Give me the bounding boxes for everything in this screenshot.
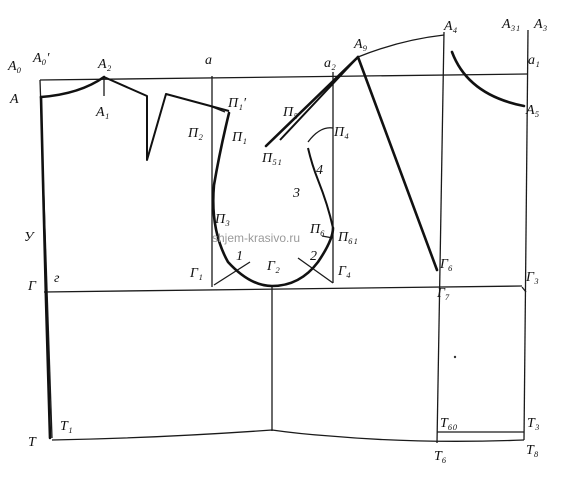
front-dart-line [356,55,439,272]
label-p6: П₆ [309,222,325,237]
front-shoulder [264,55,360,148]
label-p3: П₃ [214,212,230,227]
marker-dot [453,355,457,359]
point-labels: A₀ A₀′ A₂ A A₁ a a₂ A₉ A₄ A₃₁ A₃ a₁ A₅ П… [7,17,548,464]
p3-dot [211,208,215,212]
label-t60: Т₆₀ [440,416,458,431]
p5-arc [307,127,334,143]
label-p61: П₆₁ [337,230,358,245]
label-a3: A₃ [533,17,548,32]
label-g-small: г [54,271,60,286]
shoulder-guide [279,56,359,141]
label-t3: Т₃ [527,416,540,431]
g3-tick [521,286,527,293]
back-neck-curve [39,75,106,99]
label-g4: Г₄ [337,264,351,279]
label-a5: A₅ [525,103,540,118]
label-a1: A₁ [95,105,109,120]
label-a31: A₃₁ [501,17,520,32]
label-t1: Т₁ [60,419,73,434]
back-center-line [39,95,52,440]
chord-1 [213,261,251,286]
front-neck-top [357,34,445,58]
label-p51: П₅₁ [261,151,282,166]
right-vertical [523,29,529,441]
label-a-small: a [205,53,212,68]
top-line [39,73,528,81]
label-n4: 4 [316,163,323,178]
watermark-text: shjem-krasivo.ru [212,231,300,245]
point-markers [211,208,457,359]
side-vertical [436,31,445,444]
label-n3: 3 [292,186,300,201]
back-shoulder-dart [103,76,230,161]
label-n1: 1 [236,249,243,264]
label-g7: Г₇ [436,286,450,301]
label-p1-prime: П₁′ [227,96,247,111]
chest-line [43,285,523,293]
hem-line [51,429,525,442]
label-p2: П₂ [187,126,203,141]
front-neck-curve [450,50,526,108]
label-p1: П₁ [231,130,247,145]
label-g3: Г₃ [525,270,539,285]
label-a: A [9,92,19,107]
label-a1-small: a₁ [528,53,540,68]
label-p4: П₄ [333,125,349,140]
label-g2: Г₂ [266,259,280,274]
label-t8: Т₈ [526,443,539,458]
armhole-curve [212,111,335,288]
label-a0: A₀ [7,59,22,74]
label-g6: Г₆ [439,257,453,272]
front-armhole-curve [307,147,334,229]
label-a2: A₂ [97,57,112,72]
label-p5: П₅ [282,105,298,120]
label-a9: A₉ [353,37,368,52]
label-g1: Г₁ [189,266,203,281]
label-a4: A₄ [443,19,458,34]
pattern-outline [39,34,526,442]
label-g: Г [27,279,37,294]
chord-2 [297,257,334,284]
label-a2-small: a₂ [324,56,336,71]
label-t6: Т₆ [434,449,447,464]
label-a0-prime: A₀′ [32,51,50,66]
label-t: Т [28,435,37,450]
label-n2: 2 [310,249,317,264]
label-u: У [24,230,35,245]
